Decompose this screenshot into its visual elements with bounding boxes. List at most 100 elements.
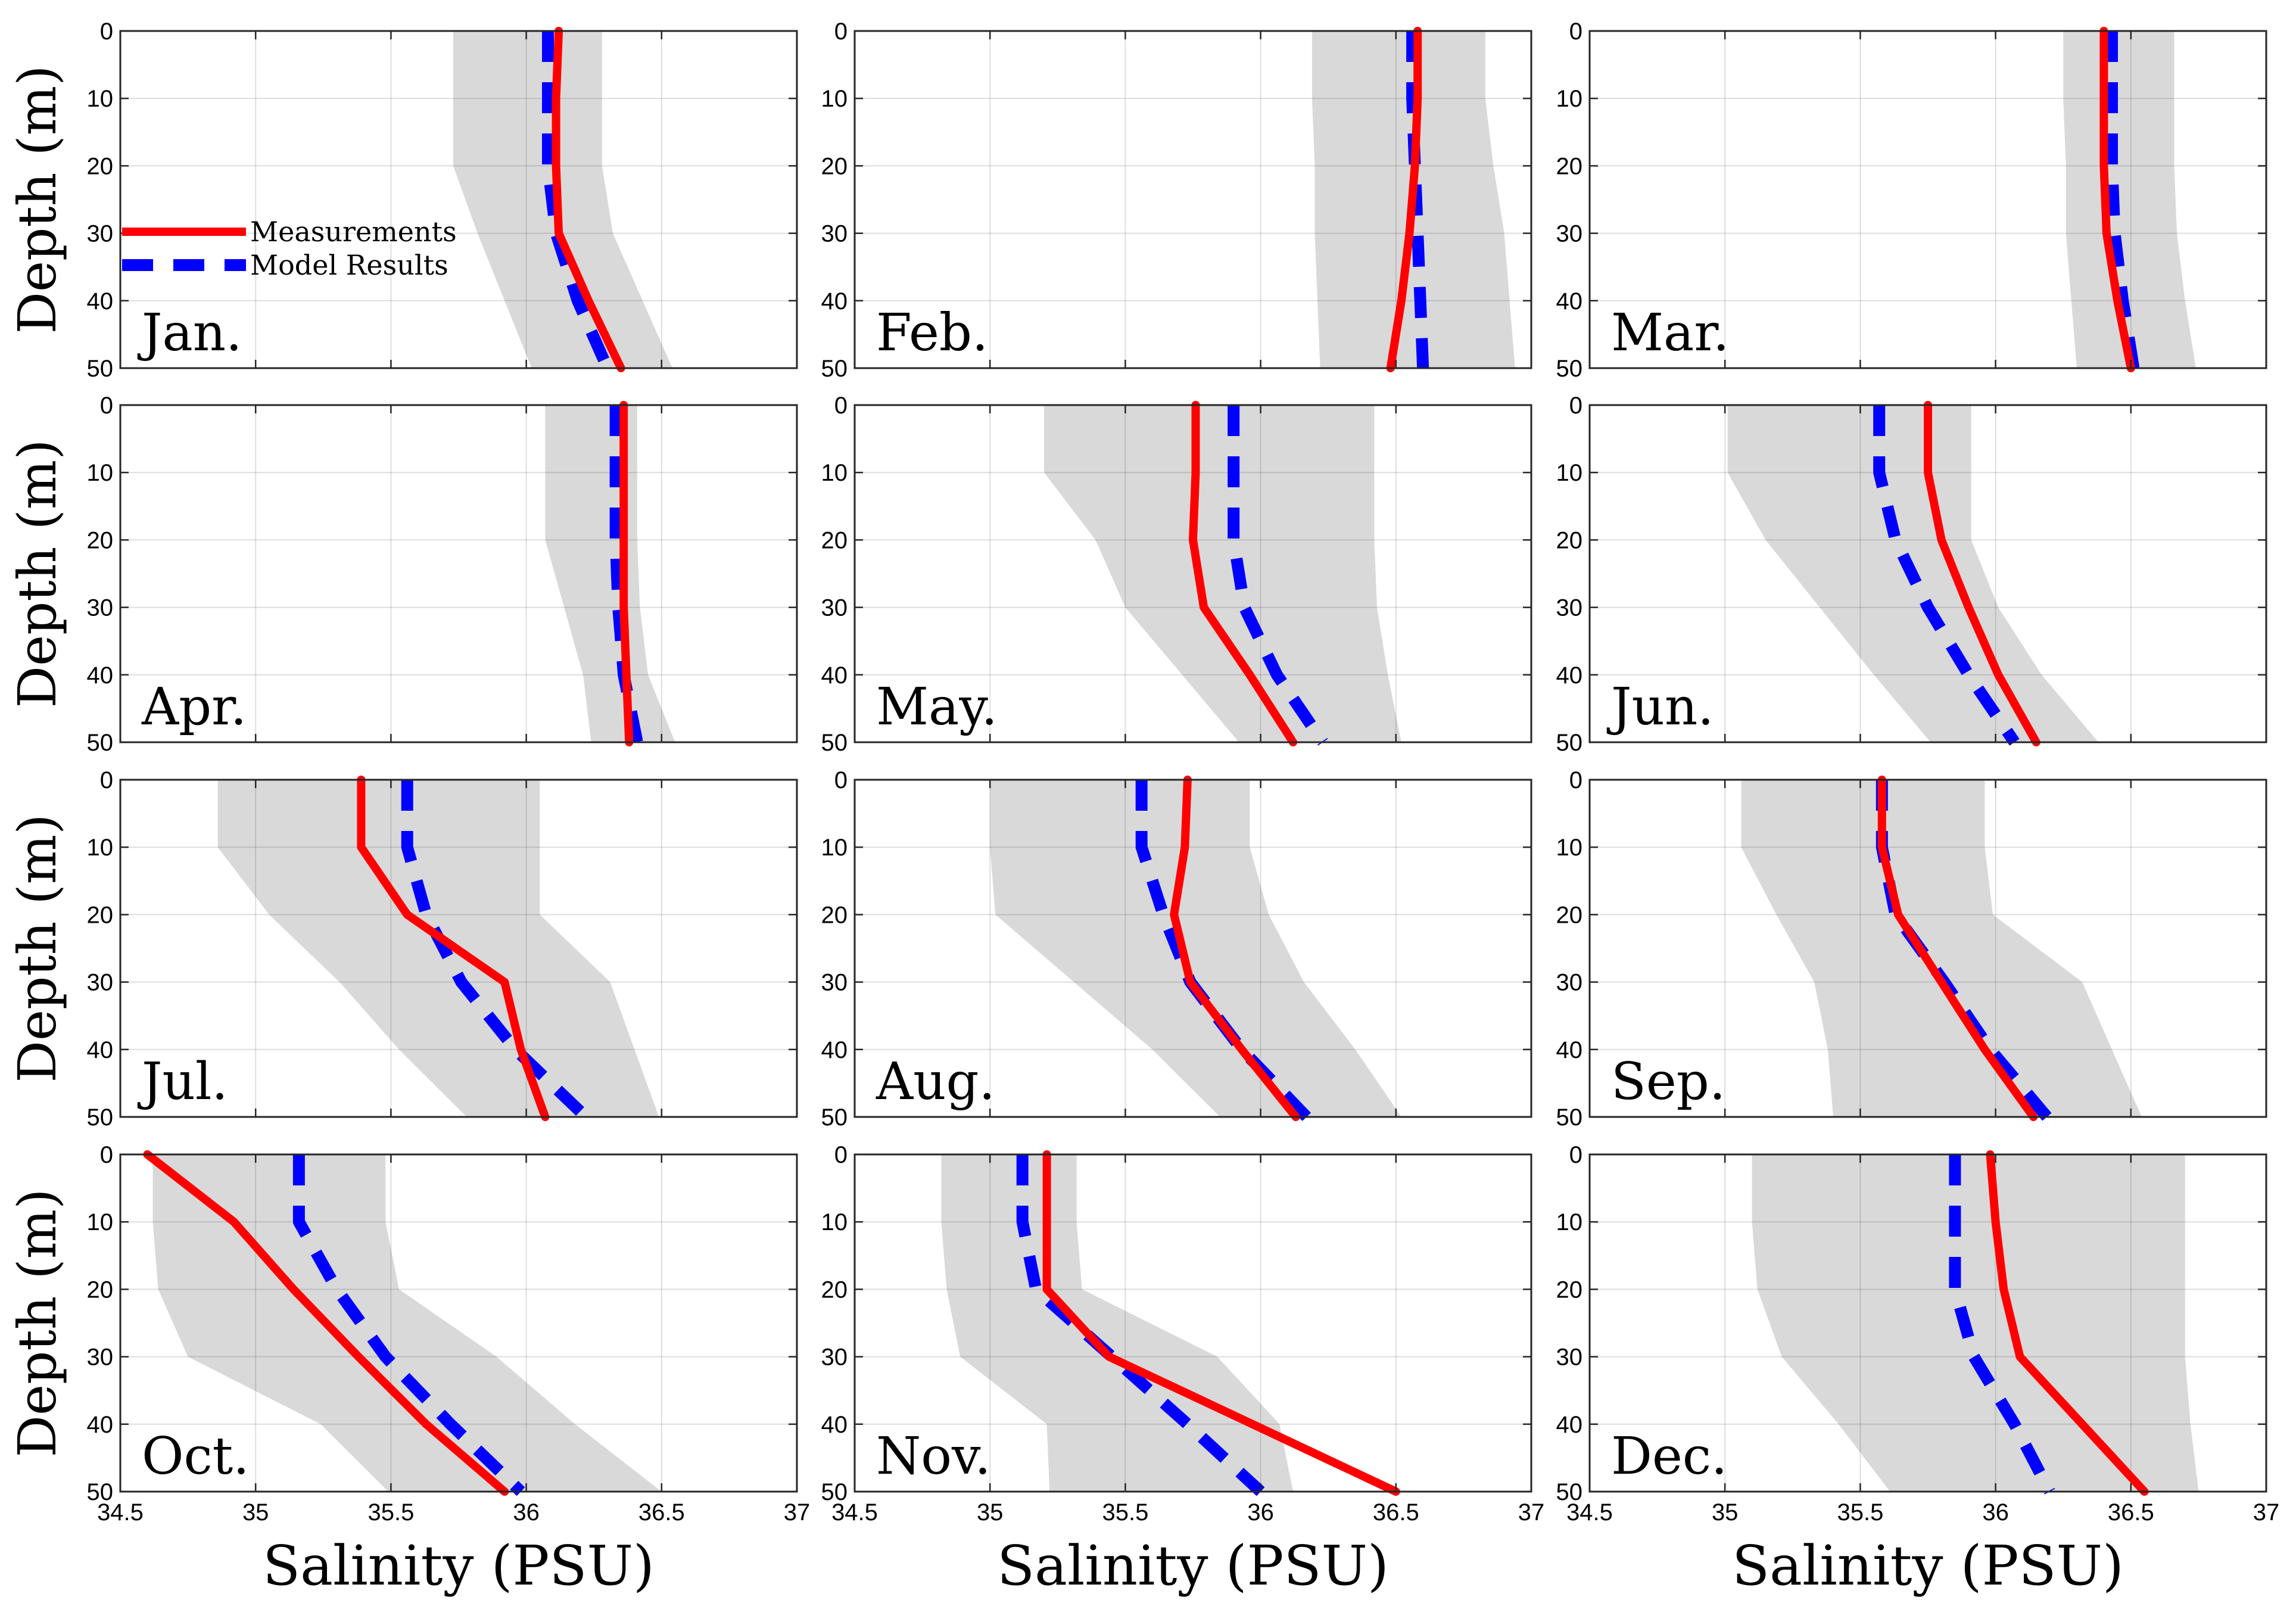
y-tick-label: 50 bbox=[87, 1104, 114, 1131]
y-tick-label: 0 bbox=[1569, 393, 1582, 419]
y-tick-label: 20 bbox=[821, 153, 848, 179]
series-measurements bbox=[1924, 401, 2040, 746]
y-tick-label: 10 bbox=[821, 1209, 848, 1235]
y-tick-label: 20 bbox=[1556, 153, 1583, 179]
month-label: Jun. bbox=[1606, 677, 1714, 737]
y-tick-label: 20 bbox=[87, 153, 114, 179]
y-tick-label: 20 bbox=[87, 902, 114, 928]
panel-axes-box bbox=[853, 779, 1532, 1118]
y-tick-label: 40 bbox=[1556, 1412, 1583, 1438]
panel-sep: 0 10 20 30 40 50 Sep. bbox=[1556, 767, 2267, 1131]
month-label: Aug. bbox=[876, 1052, 995, 1112]
series-measurements bbox=[1986, 1150, 2149, 1496]
month-label: Jan. bbox=[137, 303, 242, 363]
y-tick-label: 20 bbox=[87, 1277, 114, 1303]
y-tick-label: 0 bbox=[100, 393, 113, 419]
range-band bbox=[545, 405, 675, 742]
panel-axes-box bbox=[1588, 779, 2267, 1118]
y-axis-label: Depth (m) bbox=[7, 65, 68, 334]
y-tick-label: 30 bbox=[87, 595, 114, 621]
y-tick-label: 50 bbox=[821, 1479, 848, 1505]
panel-axes-box bbox=[119, 1153, 798, 1493]
month-label: Feb. bbox=[876, 303, 988, 363]
month-label: Jul. bbox=[137, 1052, 228, 1112]
series-model-results bbox=[1016, 1154, 1265, 1496]
y-tick-label: 20 bbox=[821, 902, 848, 928]
series-measurements bbox=[1386, 27, 1422, 372]
legend-measurements-label: Measurements bbox=[250, 216, 457, 248]
y-tick-label: 20 bbox=[1556, 527, 1583, 553]
y-tick-label: 50 bbox=[821, 730, 848, 756]
series-measurements bbox=[2099, 27, 2135, 372]
panel-aug: 0 10 20 30 40 50 Aug. bbox=[821, 767, 1532, 1131]
x-tick-label: 36 bbox=[1982, 1499, 2009, 1526]
series-model-results bbox=[292, 1154, 525, 1496]
y-axis-label: Depth (m) bbox=[7, 1188, 68, 1457]
y-tick-label: 10 bbox=[87, 835, 114, 861]
panel-axes-box bbox=[119, 779, 798, 1118]
series-measurements bbox=[552, 27, 625, 372]
series-model-results bbox=[542, 31, 613, 371]
series-model-results bbox=[2106, 31, 2140, 369]
series-model-results bbox=[1949, 1154, 2055, 1495]
y-tick-label: 40 bbox=[821, 288, 848, 315]
y-tick-label: 40 bbox=[87, 288, 114, 315]
y-tick-label: 50 bbox=[1556, 356, 1583, 382]
y-tick-label: 10 bbox=[87, 460, 114, 486]
y-tick-label: 40 bbox=[821, 1412, 848, 1438]
series-measurements bbox=[357, 776, 550, 1121]
y-tick-label: 10 bbox=[1556, 835, 1583, 861]
month-label: Dec. bbox=[1611, 1427, 1727, 1486]
month-label: Mar. bbox=[1611, 303, 1729, 363]
x-tick-label: 35 bbox=[1712, 1499, 1739, 1526]
y-tick-label: 50 bbox=[821, 356, 848, 382]
x-tick-label: 34.5 bbox=[97, 1499, 144, 1526]
y-tick-label: 0 bbox=[1569, 767, 1582, 793]
y-tick-label: 50 bbox=[87, 1479, 114, 1505]
panel-axes-box bbox=[1588, 30, 2267, 369]
y-tick-label: 40 bbox=[821, 1037, 848, 1063]
y-tick-label: 50 bbox=[87, 730, 114, 756]
month-label: Sep. bbox=[1611, 1052, 1725, 1112]
y-tick-label: 30 bbox=[87, 970, 114, 996]
series-measurements bbox=[143, 1150, 509, 1496]
series-model-results bbox=[1228, 405, 1328, 746]
panel-apr: 0 10 20 30 40 50 Apr. bbox=[87, 393, 798, 756]
x-tick-label: 35.5 bbox=[367, 1499, 414, 1526]
panel-axes-box bbox=[853, 30, 1532, 369]
x-tick-label: 36 bbox=[1247, 1499, 1274, 1526]
panel-jul: 0 10 20 30 40 50 Jul. bbox=[87, 767, 798, 1131]
series-measurements bbox=[1877, 776, 2038, 1121]
x-tick-label: 35 bbox=[242, 1499, 269, 1526]
x-axis-label: Salinity (PSU) bbox=[997, 1534, 1389, 1598]
range-band bbox=[1752, 1154, 2199, 1492]
series-measurements bbox=[1170, 776, 1300, 1121]
panel-background bbox=[120, 405, 797, 742]
y-axis-label: Depth (m) bbox=[7, 814, 68, 1082]
panel-may: 0 10 20 30 40 50 May. bbox=[821, 393, 1532, 756]
x-tick-label: 36.5 bbox=[638, 1499, 685, 1526]
y-tick-label: 40 bbox=[1556, 1037, 1583, 1063]
range-band bbox=[453, 31, 672, 368]
y-tick-label: 30 bbox=[1556, 595, 1583, 621]
x-tick-label: 35.5 bbox=[1102, 1499, 1148, 1526]
panel-axes-box bbox=[1588, 1153, 2267, 1493]
panel-axes-box bbox=[1588, 404, 2267, 743]
month-label: May. bbox=[876, 677, 998, 737]
x-tick-label: 36.5 bbox=[2108, 1499, 2154, 1526]
panel-jan: 0 10 20 30 40 50 Jan. bbox=[87, 18, 798, 382]
y-axis-label: Depth (m) bbox=[7, 439, 68, 708]
y-tick-label: 20 bbox=[1556, 1277, 1583, 1303]
y-tick-label: 50 bbox=[821, 1104, 848, 1131]
y-tick-label: 50 bbox=[87, 356, 114, 382]
x-tick-label: 37 bbox=[784, 1499, 811, 1526]
panel-axes-box bbox=[119, 30, 798, 369]
y-tick-label: 0 bbox=[1569, 1142, 1582, 1168]
y-tick-label: 10 bbox=[1556, 460, 1583, 486]
x-tick-label: 34.5 bbox=[831, 1499, 878, 1526]
y-tick-label: 10 bbox=[1556, 1209, 1583, 1235]
y-tick-label: 30 bbox=[1556, 970, 1583, 996]
range-band bbox=[1741, 780, 2142, 1117]
